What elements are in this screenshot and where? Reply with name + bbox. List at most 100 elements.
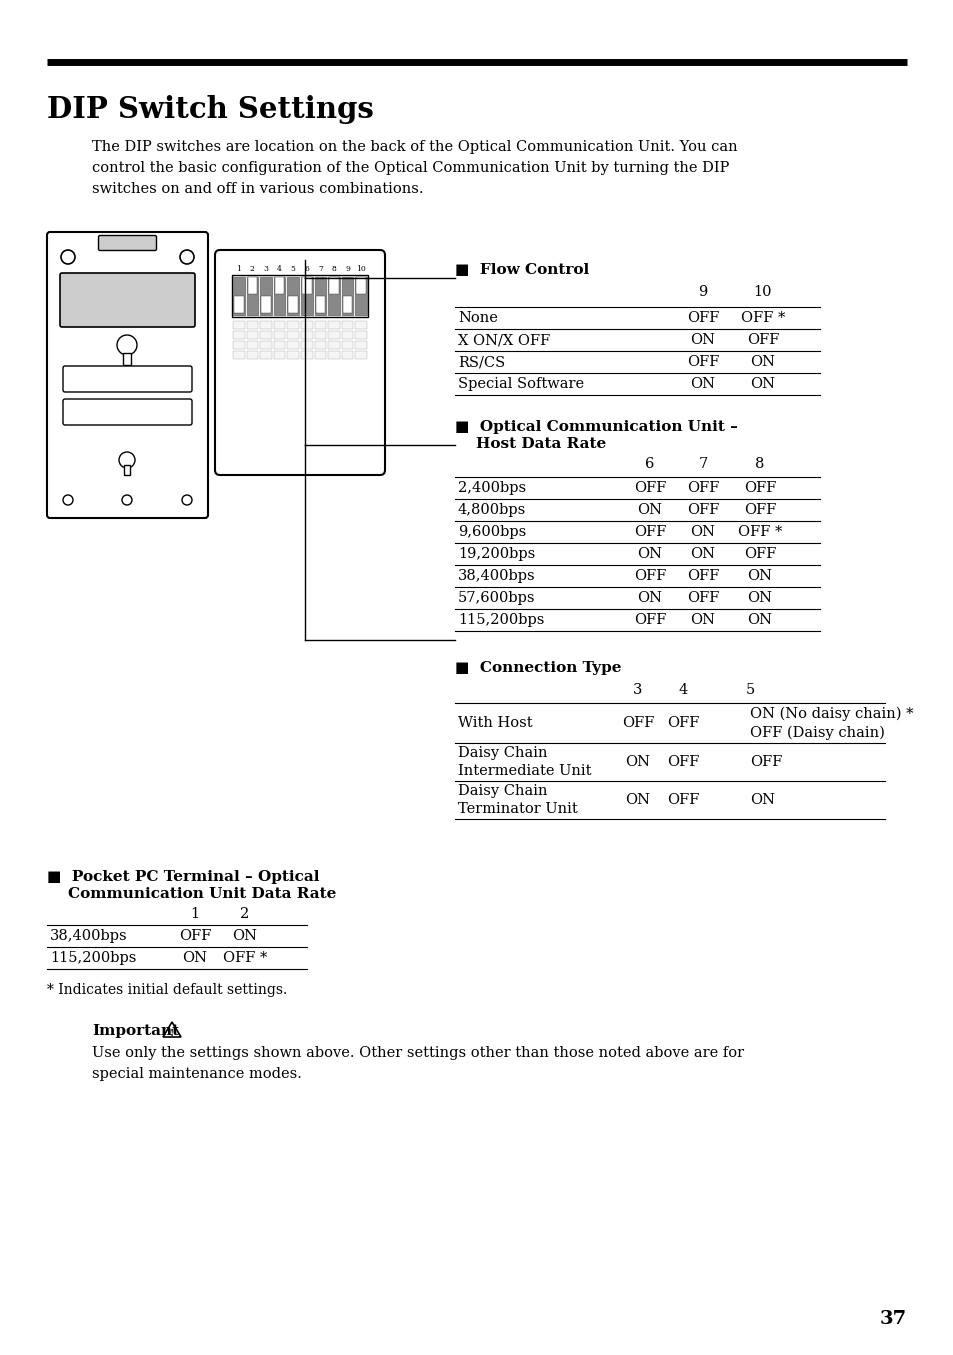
Text: OFF: OFF <box>686 591 719 604</box>
Text: OFF: OFF <box>743 481 776 495</box>
Text: 38,400bps: 38,400bps <box>50 930 128 943</box>
Text: ON: ON <box>747 591 772 604</box>
Bar <box>287 321 298 329</box>
Bar <box>233 295 243 313</box>
Bar <box>328 331 339 339</box>
Bar <box>246 321 258 329</box>
Text: OFF: OFF <box>633 569 665 583</box>
Bar <box>355 321 367 329</box>
Text: 6: 6 <box>304 266 309 272</box>
FancyBboxPatch shape <box>63 366 192 392</box>
Text: 6: 6 <box>644 457 654 472</box>
Bar <box>287 351 298 359</box>
Text: OFF: OFF <box>686 569 719 583</box>
Bar <box>260 331 272 339</box>
Text: X ON/X OFF: X ON/X OFF <box>457 333 550 347</box>
Text: 3: 3 <box>263 266 268 272</box>
Text: 1: 1 <box>191 906 199 921</box>
Text: 10: 10 <box>753 285 771 299</box>
Bar <box>301 351 313 359</box>
Bar <box>248 276 257 294</box>
Text: 3: 3 <box>633 683 642 696</box>
Bar <box>274 351 285 359</box>
Text: ■  Flow Control: ■ Flow Control <box>455 263 589 276</box>
Text: OFF: OFF <box>746 333 779 347</box>
Text: ON: ON <box>690 524 715 539</box>
Bar <box>328 351 339 359</box>
Text: OFF: OFF <box>633 612 665 627</box>
Text: Special Software: Special Software <box>457 377 583 392</box>
Polygon shape <box>163 1022 181 1037</box>
Bar <box>233 276 244 314</box>
Bar <box>302 276 312 294</box>
Text: ON: ON <box>625 793 650 808</box>
Text: 2: 2 <box>240 906 250 921</box>
Text: OFF: OFF <box>633 524 665 539</box>
Bar <box>274 276 284 294</box>
Text: ■  Optical Communication Unit –: ■ Optical Communication Unit – <box>455 420 737 434</box>
Text: The DIP switches are location on the back of the Optical Communication Unit. You: The DIP switches are location on the bac… <box>91 140 737 196</box>
Bar <box>328 341 339 350</box>
Bar <box>301 276 313 314</box>
Text: OFF: OFF <box>666 755 699 770</box>
Text: RS/CS: RS/CS <box>457 355 505 369</box>
Bar <box>301 331 313 339</box>
Bar <box>301 321 313 329</box>
Text: Host Data Rate: Host Data Rate <box>455 438 605 451</box>
Text: 8: 8 <box>332 266 336 272</box>
Text: 4,800bps: 4,800bps <box>457 503 526 518</box>
Bar <box>233 351 244 359</box>
Text: ON: ON <box>747 612 772 627</box>
Bar <box>355 351 367 359</box>
Text: OFF: OFF <box>621 715 654 730</box>
Text: 57,600bps: 57,600bps <box>457 591 535 604</box>
Bar <box>287 331 298 339</box>
Text: ON: ON <box>182 951 208 965</box>
Bar <box>246 341 258 350</box>
Circle shape <box>119 453 135 467</box>
Text: OFF *: OFF * <box>740 312 784 325</box>
Bar <box>260 276 272 314</box>
Text: Daisy Chain
Intermediate Unit: Daisy Chain Intermediate Unit <box>457 745 591 778</box>
Text: 8: 8 <box>755 457 764 472</box>
Text: Important: Important <box>91 1024 179 1038</box>
Text: OFF: OFF <box>666 715 699 730</box>
Text: ON: ON <box>690 612 715 627</box>
Bar <box>274 321 285 329</box>
Bar <box>232 275 368 317</box>
Bar <box>356 276 366 294</box>
Bar <box>355 276 367 314</box>
Bar <box>329 276 338 294</box>
Bar <box>233 321 244 329</box>
Text: * Indicates initial default settings.: * Indicates initial default settings. <box>47 982 287 997</box>
Bar <box>341 331 353 339</box>
FancyBboxPatch shape <box>60 272 194 327</box>
Bar <box>260 351 272 359</box>
Text: !: ! <box>170 1028 174 1038</box>
Bar <box>288 295 297 313</box>
Bar <box>314 341 326 350</box>
Bar <box>287 276 298 314</box>
Bar <box>328 321 339 329</box>
Text: DIP Switch Settings: DIP Switch Settings <box>47 95 374 125</box>
Text: 2,400bps: 2,400bps <box>457 481 525 495</box>
Text: ON: ON <box>690 333 715 347</box>
Bar <box>261 295 271 313</box>
Text: 9: 9 <box>698 285 707 299</box>
Circle shape <box>61 251 75 264</box>
Text: 1: 1 <box>236 266 241 272</box>
Text: OFF *: OFF * <box>737 524 781 539</box>
Text: OFF: OFF <box>633 481 665 495</box>
FancyBboxPatch shape <box>98 236 156 251</box>
Bar <box>341 321 353 329</box>
Text: ON: ON <box>625 755 650 770</box>
Bar <box>274 331 285 339</box>
Text: 7: 7 <box>317 266 322 272</box>
Text: OFF: OFF <box>686 312 719 325</box>
Text: 115,200bps: 115,200bps <box>50 951 136 965</box>
Bar <box>342 295 352 313</box>
Text: OFF: OFF <box>686 503 719 518</box>
Text: ON: ON <box>750 355 775 369</box>
Circle shape <box>63 495 73 505</box>
Text: 115,200bps: 115,200bps <box>457 612 544 627</box>
